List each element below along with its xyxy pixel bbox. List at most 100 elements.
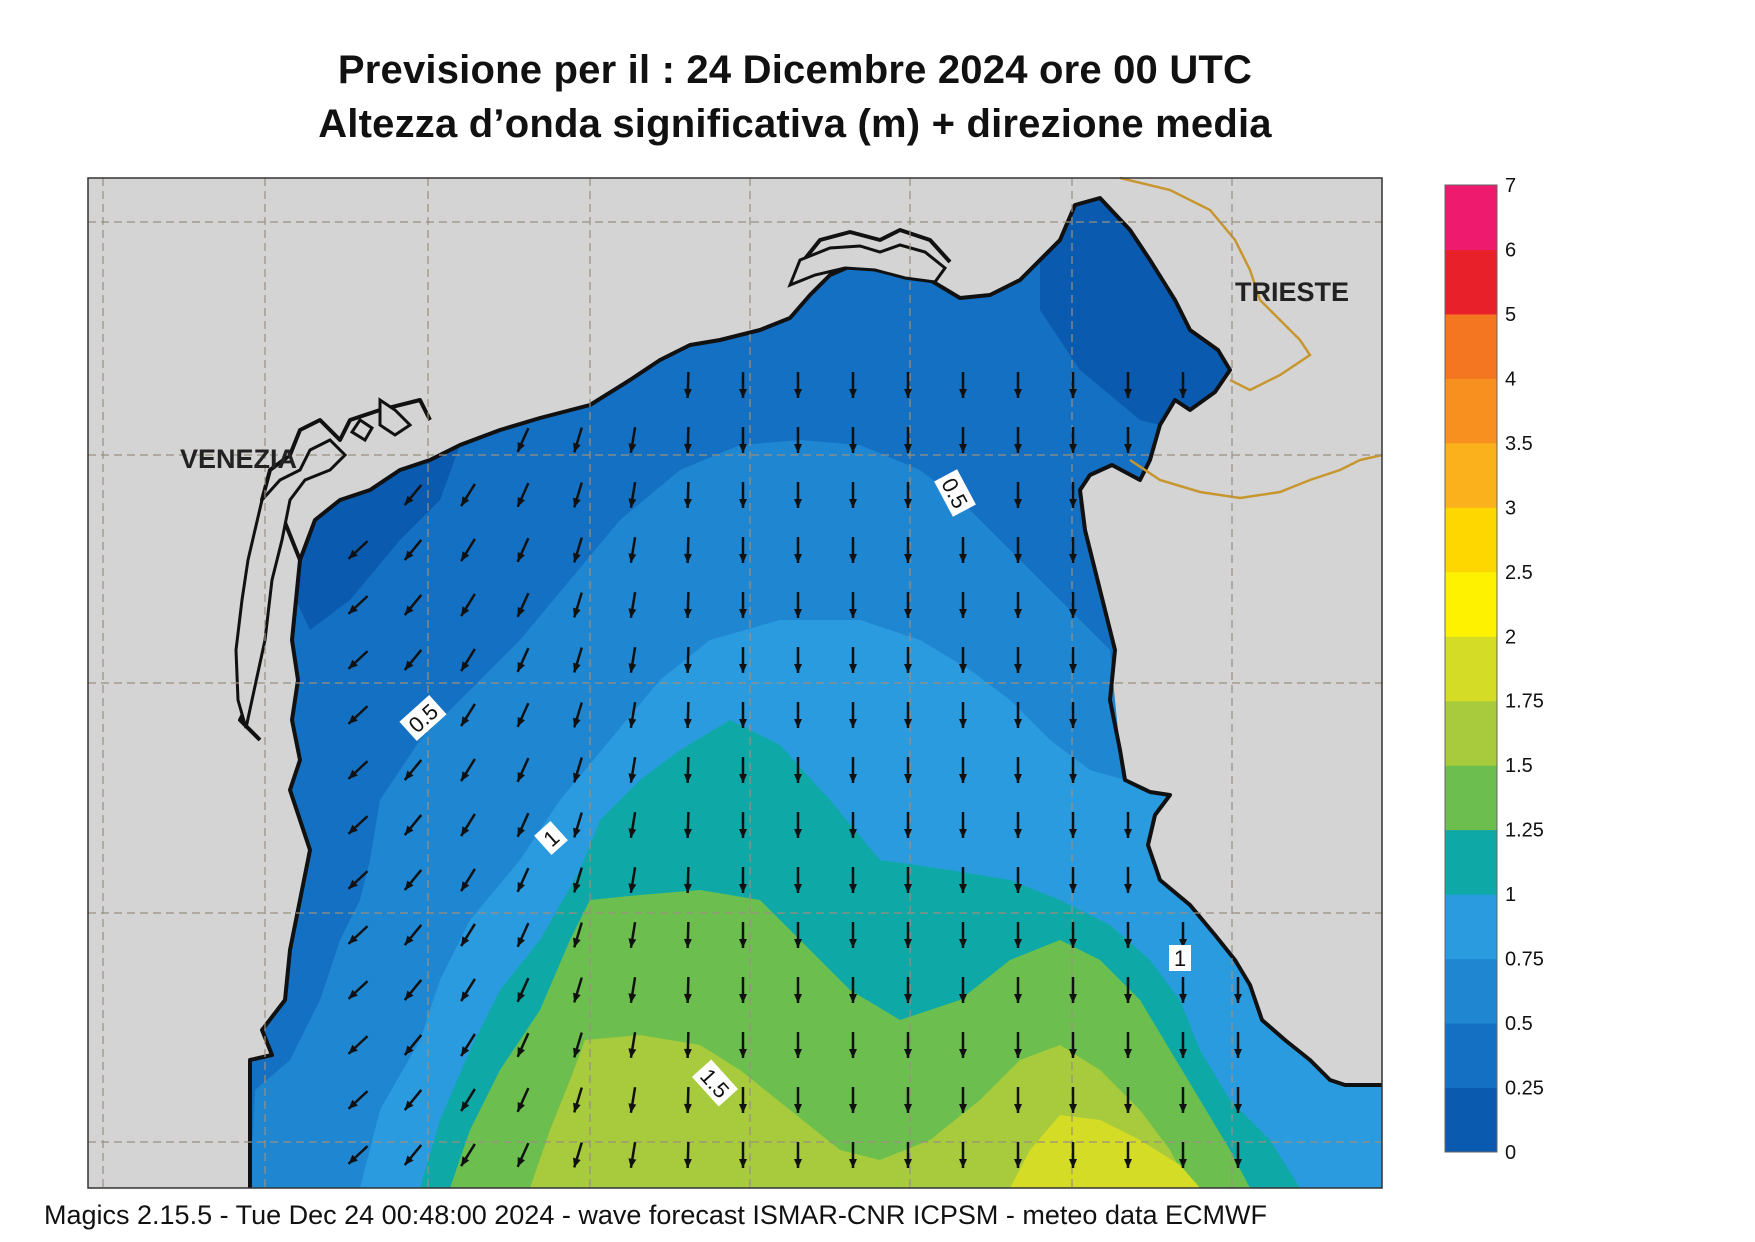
direction-arrow-head	[959, 664, 967, 673]
direction-arrow-head	[683, 608, 692, 618]
footer-credits: Magics 2.15.5 - Tue Dec 24 00:48:00 2024…	[44, 1200, 1267, 1230]
direction-arrow-head	[794, 829, 802, 838]
colorbar-swatch	[1445, 249, 1497, 315]
direction-arrow-head	[628, 443, 637, 453]
colorbar-swatch	[1445, 507, 1497, 573]
colorbar-swatch	[1445, 313, 1497, 379]
direction-arrow-head	[683, 1103, 692, 1113]
direction-arrow-head	[628, 993, 637, 1003]
direction-arrow-head	[739, 884, 747, 893]
direction-arrow-head	[348, 1099, 358, 1109]
direction-arrow-head	[517, 826, 525, 837]
direction-arrow-head	[404, 880, 414, 891]
colorbar-tick-label: 1	[1505, 884, 1516, 906]
direction-arrow-head	[1014, 389, 1022, 398]
direction-arrow-head	[1124, 444, 1132, 453]
direction-arrow-head	[1069, 499, 1077, 508]
colorbar-tick-label: 6	[1505, 239, 1516, 261]
direction-arrow-head	[1014, 719, 1022, 728]
direction-arrow-head	[904, 884, 912, 893]
title-line-1: Previsione per il : 24 Dicembre 2024 ore…	[337, 48, 1253, 92]
direction-arrow-head	[461, 661, 470, 672]
direction-arrow-head	[1014, 1104, 1022, 1113]
direction-arrow-head	[573, 607, 581, 618]
direction-arrow-head	[573, 717, 581, 728]
direction-arrow-head	[739, 719, 747, 728]
direction-arrow-head	[628, 498, 637, 508]
direction-arrow-head	[904, 829, 912, 838]
direction-arrow-head	[683, 663, 692, 673]
direction-arrow-head	[348, 989, 358, 999]
direction-arrow-head	[849, 719, 857, 728]
colorbar-tick-label: 0.25	[1505, 1078, 1544, 1100]
direction-arrow-head	[794, 664, 802, 673]
direction-arrow-head	[573, 497, 581, 508]
direction-arrow-head	[959, 719, 967, 728]
direction-arrow-head	[1234, 994, 1242, 1003]
direction-arrow-head	[739, 1104, 747, 1113]
direction-arrow-head	[404, 825, 414, 836]
direction-arrow-head	[573, 937, 581, 948]
band-175-2	[1010, 1115, 1200, 1188]
direction-arrow-head	[739, 444, 747, 453]
direction-arrow-head	[573, 1157, 581, 1168]
direction-arrow-head	[849, 389, 857, 398]
direction-arrow-head	[348, 659, 358, 669]
direction-arrow-head	[904, 994, 912, 1003]
direction-arrow-head	[1124, 829, 1132, 838]
direction-arrow-head	[517, 881, 525, 892]
band-0-025-west	[296, 445, 460, 630]
direction-arrow-head	[1179, 1159, 1187, 1168]
direction-arrow-head	[739, 939, 747, 948]
colorbar-tick-label: 0.5	[1505, 1013, 1533, 1035]
direction-arrow-head	[404, 550, 414, 561]
direction-arrow-head	[461, 551, 470, 562]
direction-arrow-head	[794, 389, 802, 398]
direction-arrow-head	[573, 1102, 581, 1113]
direction-arrow-head	[1234, 1104, 1242, 1113]
direction-arrow-head	[683, 718, 692, 728]
direction-arrow-head	[404, 660, 414, 671]
colorbar-swatch	[1445, 636, 1497, 702]
direction-arrow-head	[794, 1104, 802, 1113]
colorbar-border	[1444, 184, 1498, 1153]
colorbar-tick-label: 2.5	[1505, 562, 1533, 584]
direction-arrow-head	[849, 994, 857, 1003]
direction-arrow-head	[404, 935, 414, 946]
direction-arrow-head	[1069, 609, 1077, 618]
direction-arrow-head	[959, 1104, 967, 1113]
direction-arrow-head	[959, 994, 967, 1003]
colorbar-tick-label: 4	[1505, 368, 1516, 390]
direction-arrow-head	[1069, 774, 1077, 783]
direction-arrow-head	[794, 1159, 802, 1168]
direction-arrow-head	[1014, 829, 1022, 838]
direction-arrow-head	[794, 444, 802, 453]
grid	[88, 178, 1382, 1188]
grado-land	[787, 243, 948, 288]
direction-arrow-head	[794, 774, 802, 783]
direction-arrow-head	[573, 442, 581, 453]
direction-arrow-head	[794, 609, 802, 618]
direction-arrow-head	[348, 1044, 358, 1054]
direction-arrow-head	[628, 828, 637, 838]
direction-arrow-head	[794, 994, 802, 1003]
direction-arrow-head	[1179, 939, 1187, 948]
direction-arrow-head	[794, 939, 802, 948]
direction-arrow-head	[1179, 389, 1187, 398]
direction-arrow-head	[461, 771, 470, 782]
direction-arrow-head	[794, 1049, 802, 1058]
colorbar-swatch	[1445, 700, 1497, 766]
direction-arrow-head	[628, 938, 637, 948]
direction-arrow-head	[517, 496, 525, 507]
colorbar-swatch	[1445, 958, 1497, 1024]
direction-arrow-head	[1124, 939, 1132, 948]
direction-arrow-head	[573, 662, 581, 673]
direction-arrow-head	[1124, 884, 1132, 893]
colorbar-tick-label: 0	[1505, 1142, 1516, 1164]
direction-arrow-head	[628, 718, 637, 728]
direction-arrow-head	[904, 609, 912, 618]
direction-arrow-head	[904, 1104, 912, 1113]
direction-arrow-head	[1069, 994, 1077, 1003]
direction-arrow-head	[517, 551, 525, 562]
direction-arrow-head	[904, 389, 912, 398]
